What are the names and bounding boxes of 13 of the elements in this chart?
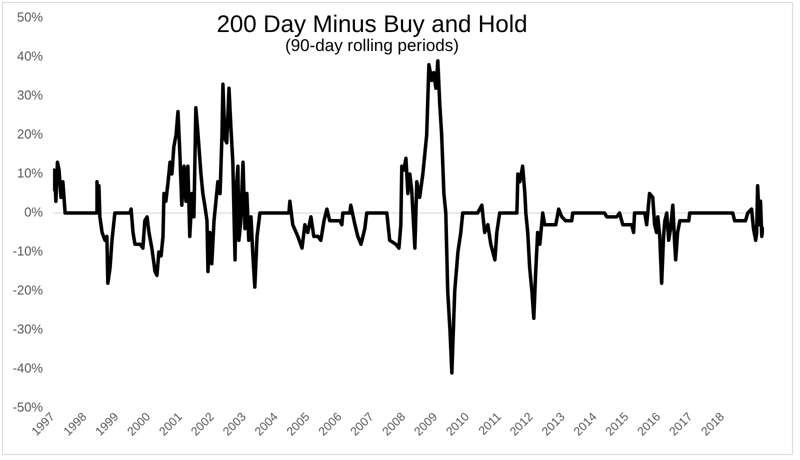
y-tick-label: 50% bbox=[16, 10, 44, 25]
y-tick-label: -10% bbox=[12, 244, 44, 259]
chart-title: 200 Day Minus Buy and Hold bbox=[216, 11, 528, 38]
y-tick-label: -20% bbox=[12, 282, 44, 298]
y-tick-label: 20% bbox=[16, 126, 44, 142]
y-tick-label: 40% bbox=[16, 48, 44, 64]
y-tick-label: -40% bbox=[12, 360, 44, 376]
text: (90-day rolling periods) bbox=[285, 36, 460, 56]
y-tick-label: 0% bbox=[24, 204, 44, 220]
y-tick-label: 30% bbox=[16, 88, 44, 103]
y-tick-label: -30% bbox=[12, 322, 44, 337]
y-tick-label: 10% bbox=[16, 166, 44, 181]
y-tick-label: -50% bbox=[12, 400, 44, 415]
